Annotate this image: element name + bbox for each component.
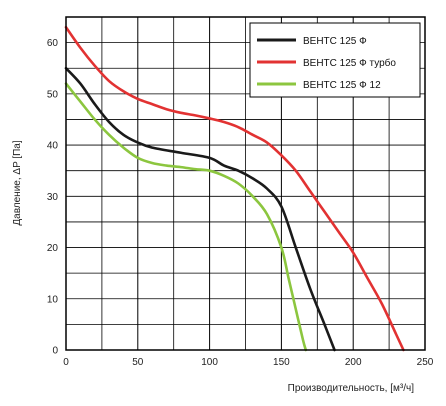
x-tick-label: 0 [63,357,69,368]
y-tick-label: 30 [47,192,59,203]
x-tick-label: 50 [132,357,144,368]
curve-ventc-125-f-12 [64,82,308,352]
curve-ventc-125-f [64,66,336,352]
legend-label-ventc-125-f-turbo: ВЕНТС 125 Ф турбо [303,57,396,69]
y-tick-labels: 0 10 20 30 40 50 60 [47,38,59,356]
y-tick-label: 40 [47,141,59,152]
legend-label-ventc-125-f: ВЕНТС 125 Ф [303,36,367,47]
plot-frame [65,16,426,351]
x-axis-label: Производительность, [м³/ч] [288,383,415,394]
curve-ventc-125-f-turbo [64,25,405,352]
y-axis-label: Давление, ΔP [Па] [12,140,23,226]
curves [64,25,405,352]
x-tick-label: 150 [273,357,290,368]
y-tick-label: 10 [47,294,59,305]
x-tick-labels: 0 50 100 150 200 250 [63,357,434,368]
y-tick-label: 0 [52,346,58,357]
x-tick-label: 100 [201,357,218,368]
y-tick-label: 20 [47,243,59,254]
legend: ВЕНТС 125 Ф ВЕНТС 125 Ф турбо ВЕНТС 125 … [249,22,421,98]
x-tick-label: 200 [345,357,362,368]
y-tick-label: 50 [47,89,59,100]
y-tick-label: 60 [47,38,59,49]
legend-label-ventc-125-f-12: ВЕНТС 125 Ф 12 [303,80,381,91]
x-tick-label: 250 [417,357,434,368]
